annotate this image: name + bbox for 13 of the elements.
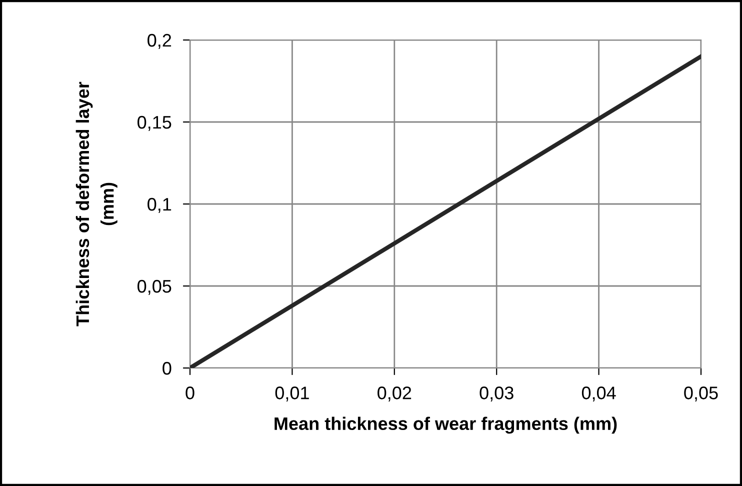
y-tick-label: 0,1 [148,198,172,213]
x-tick-label: 0 [186,386,194,400]
y-axis-title: Thickness of deformed layer (mm) [76,82,118,326]
x-tick-label: 0,05 [684,386,718,402]
y-tick-label: 0,2 [148,34,172,49]
y-tick-label: 0,15 [138,116,172,131]
x-tick-label: 0,04 [582,386,616,402]
x-axis-title: Mean thickness of wear fragments (mm) [274,416,617,434]
x-tick-label: 0,03 [480,386,514,402]
y-tick-label: 0 [162,362,172,375]
x-tick-label: 0,02 [378,386,412,402]
x-tick-label: 0,01 [275,386,309,402]
y-tick-label: 0,05 [138,280,172,295]
